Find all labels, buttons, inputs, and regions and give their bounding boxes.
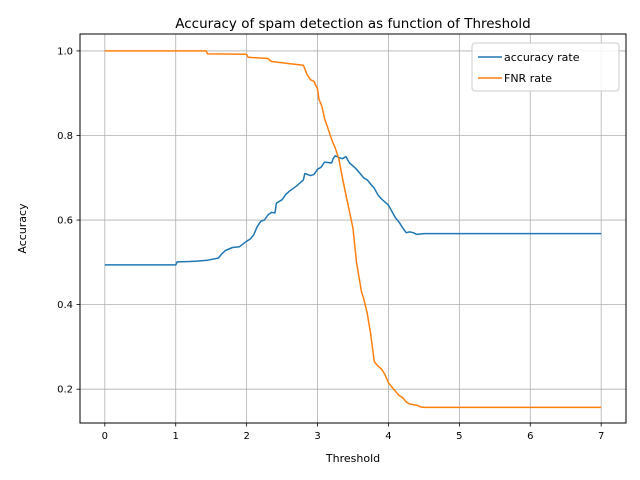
x-tick-label: 2: [243, 431, 249, 442]
x-tick-label: 3: [314, 431, 320, 442]
y-tick-label: 0.6: [57, 216, 73, 227]
x-tick-label: 5: [456, 431, 462, 442]
series-line-accuracy-rate: [104, 155, 602, 266]
y-tick-label: 1.0: [57, 46, 73, 57]
series-line-fnr-rate: [104, 50, 602, 409]
x-tick-label: 1: [173, 431, 179, 442]
ticks: 0 1 2 3 4 5 6 7 0.2 0.4 0.6 0.8 1.0: [57, 46, 604, 442]
grid: [80, 34, 626, 423]
y-tick-label: 0.2: [57, 385, 73, 396]
y-axis-title: Accuracy: [16, 203, 29, 254]
x-tick-label: 4: [385, 431, 391, 442]
chart-title: Accuracy of spam detection as function o…: [175, 16, 530, 32]
x-tick-label: 0: [102, 431, 108, 442]
legend-label: FNR rate: [504, 72, 552, 85]
legend: accuracy rate FNR rate: [471, 42, 620, 92]
legend-box: [471, 42, 620, 92]
x-axis-title: Threshold: [325, 452, 380, 465]
series-layer: [104, 50, 602, 409]
legend-label: accuracy rate: [504, 51, 580, 64]
y-tick-label: 0.8: [57, 131, 73, 142]
plot-frame: [79, 33, 627, 424]
x-tick-label: 7: [598, 431, 604, 442]
x-tick-label: 6: [527, 431, 533, 442]
y-tick-label: 0.4: [57, 300, 73, 311]
